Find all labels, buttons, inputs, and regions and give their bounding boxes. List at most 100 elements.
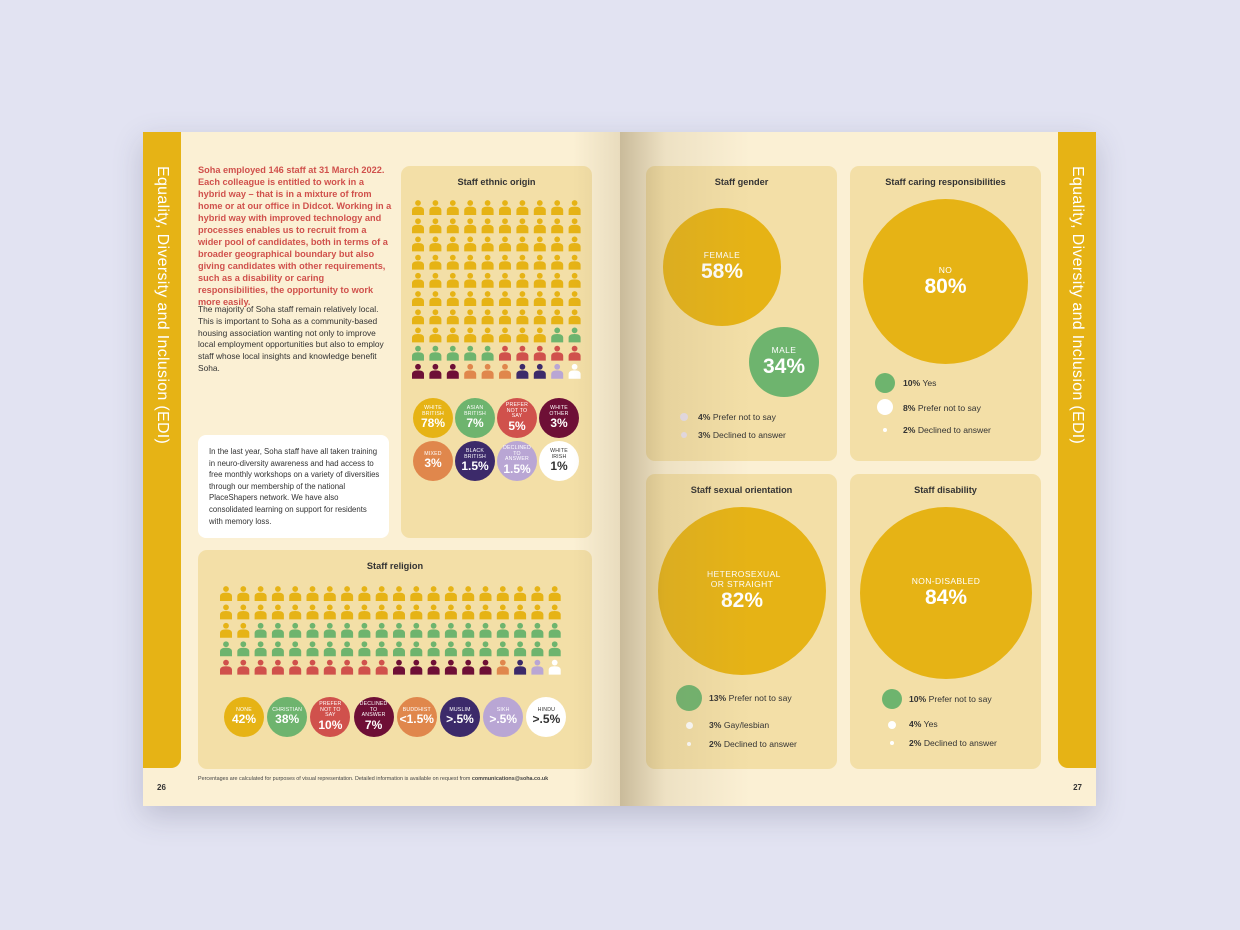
gender-legend-declined: 3% Declined to answer bbox=[698, 430, 786, 440]
person-icon bbox=[533, 363, 546, 379]
person-icon bbox=[412, 218, 424, 234]
person-icon bbox=[444, 659, 457, 675]
ethnic-origin-title: Staff ethnic origin bbox=[457, 177, 536, 187]
person-icon bbox=[533, 200, 546, 215]
person-icon bbox=[271, 622, 284, 638]
caring-title: Staff caring responsibilities bbox=[885, 177, 1006, 187]
orientation-legend-dot-declined bbox=[687, 742, 691, 746]
person-icon bbox=[341, 586, 354, 601]
person-icon bbox=[531, 622, 544, 638]
category-label: WHITE BRITISH bbox=[422, 404, 444, 417]
intro-highlight: Soha employed 146 staff at 31 March 2022… bbox=[198, 165, 392, 307]
category-label: NONE bbox=[236, 706, 252, 713]
person-icon bbox=[220, 586, 232, 601]
gender-legend-declined-text: Declined to answer bbox=[712, 430, 786, 440]
disability-bubble-nondisabled: NON-DISABLED 84% bbox=[860, 507, 1032, 679]
person-icon bbox=[220, 641, 232, 657]
person-icon bbox=[464, 236, 477, 252]
person-icon bbox=[220, 604, 232, 620]
category-label: WHITE IRISH bbox=[550, 447, 568, 460]
report-spread: Equality, Diversity and Inclusion (EDI) … bbox=[143, 132, 1096, 806]
person-icon bbox=[533, 327, 546, 343]
person-icon bbox=[429, 309, 442, 325]
person-icon bbox=[464, 291, 477, 306]
person-icon bbox=[358, 604, 371, 620]
person-icon bbox=[533, 254, 546, 270]
person-icon bbox=[499, 327, 511, 343]
person-icon bbox=[516, 272, 529, 288]
caring-legend-declined-value: 2% bbox=[903, 425, 916, 435]
section-edge-right bbox=[1058, 132, 1096, 768]
person-icon bbox=[429, 236, 442, 252]
note-box-text: In the last year, Soha staff have all ta… bbox=[209, 447, 380, 526]
person-icon bbox=[289, 641, 302, 657]
person-icon bbox=[341, 604, 354, 620]
category-label: CHRISTIAN bbox=[272, 706, 303, 713]
gender-bubble-female: FEMALE 58% bbox=[663, 208, 781, 326]
person-icon bbox=[464, 345, 477, 361]
person-icon bbox=[271, 604, 284, 620]
disability-legend-dot-prefer bbox=[882, 689, 902, 709]
person-icon bbox=[412, 363, 424, 379]
section-title-right-text: Equality, Diversity and Inclusion (EDI) bbox=[1069, 166, 1086, 445]
category-bubble: BUDDHIST <1.5% bbox=[396, 697, 437, 737]
person-icon bbox=[444, 622, 457, 638]
orientation-legend-gay: 3% Gay/lesbian bbox=[709, 720, 769, 730]
person-icon bbox=[306, 604, 319, 620]
person-icon bbox=[499, 291, 511, 306]
person-icon bbox=[358, 659, 371, 675]
person-icon bbox=[548, 586, 561, 601]
person-icon bbox=[479, 604, 492, 620]
person-icon bbox=[551, 309, 564, 325]
person-icon bbox=[481, 327, 494, 343]
person-icon bbox=[446, 327, 459, 343]
category-bubble: MIXED 3% bbox=[413, 441, 453, 481]
person-icon bbox=[479, 586, 492, 601]
person-icon bbox=[412, 236, 424, 252]
caring-bubble-no: NO 80% bbox=[863, 199, 1028, 364]
person-icon bbox=[499, 254, 511, 270]
person-icon bbox=[446, 309, 459, 325]
person-icon bbox=[533, 291, 546, 306]
person-icon bbox=[271, 586, 284, 601]
person-icon bbox=[496, 641, 509, 657]
person-icon bbox=[410, 604, 423, 620]
orientation-bubble-heterosexual: HETEROSEXUAL OR STRAIGHT 82% bbox=[658, 507, 826, 675]
person-icon bbox=[412, 327, 424, 343]
person-icon bbox=[516, 254, 529, 270]
person-icon bbox=[429, 345, 442, 361]
person-icon bbox=[551, 272, 564, 288]
caring-legend-prefer: 8% Prefer not to say bbox=[903, 403, 981, 413]
person-icon bbox=[429, 200, 442, 215]
person-icon bbox=[341, 641, 354, 657]
person-icon bbox=[514, 604, 527, 620]
section-title-right: Equality, Diversity and Inclusion (EDI) bbox=[1058, 132, 1096, 768]
disability-legend-declined-value: 2% bbox=[909, 738, 922, 748]
person-icon bbox=[516, 309, 529, 325]
person-icon bbox=[254, 641, 267, 657]
person-icon bbox=[568, 272, 581, 288]
person-icon bbox=[464, 254, 477, 270]
person-icon bbox=[481, 218, 494, 234]
person-icon bbox=[481, 363, 494, 379]
person-icon bbox=[444, 586, 457, 601]
caring-legend-dot-prefer bbox=[877, 399, 893, 415]
person-icon bbox=[531, 641, 544, 657]
orientation-legend-declined-value: 2% bbox=[709, 739, 722, 749]
person-icon bbox=[427, 641, 440, 657]
person-icon bbox=[531, 604, 544, 620]
person-icon bbox=[289, 604, 302, 620]
person-icon bbox=[551, 363, 564, 379]
caring-panel: Staff caring responsibilities NO 80% 10%… bbox=[850, 166, 1041, 461]
person-icon bbox=[568, 345, 581, 361]
orientation-legend-declined-text: Declined to answer bbox=[723, 739, 797, 749]
person-icon bbox=[548, 604, 561, 620]
person-icon bbox=[375, 659, 388, 675]
person-icon bbox=[568, 218, 581, 234]
caring-legend-yes-value: 10% bbox=[903, 378, 921, 388]
category-bubble: WHITE OTHER 3% bbox=[539, 398, 579, 438]
person-icon bbox=[464, 200, 477, 215]
category-label: HINDU bbox=[537, 706, 556, 713]
category-value: 7% bbox=[364, 717, 383, 732]
footnote-email[interactable]: communications@soha.co.uk bbox=[471, 776, 549, 782]
